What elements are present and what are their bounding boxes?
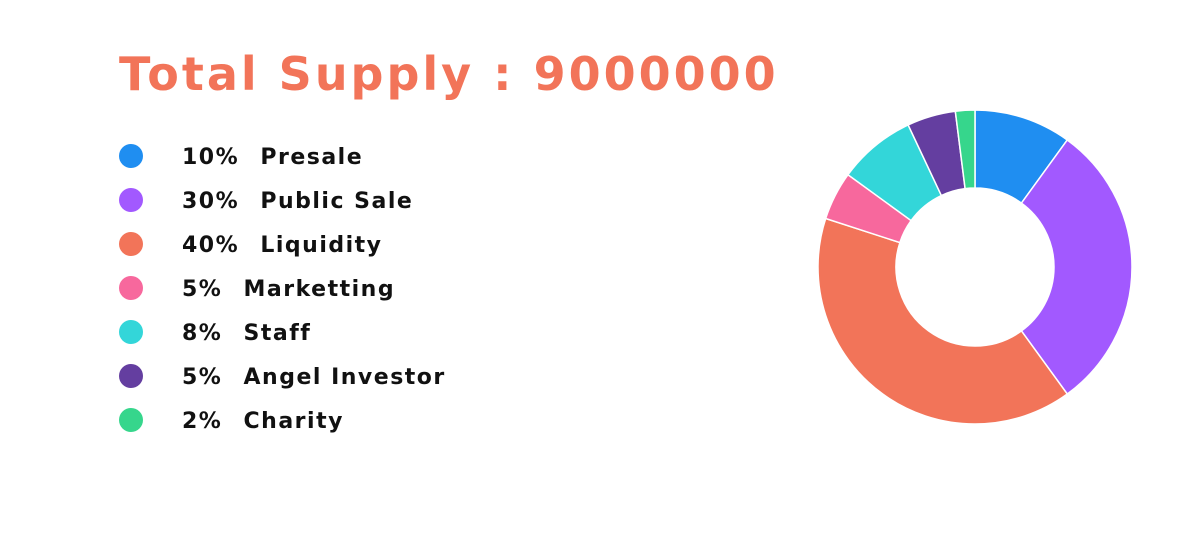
legend-percent-liquidity: 40%: [182, 233, 240, 258]
chart-title: Total Supply : 9000000: [119, 44, 779, 104]
legend-dot-staff: [119, 320, 143, 344]
legend-text-charity: 2% Charity: [182, 408, 344, 436]
legend-label-angel-investor: Angel Investor: [243, 365, 446, 390]
legend-dot-presale: [119, 144, 143, 168]
chart-title-label: Total Supply :: [119, 47, 515, 101]
chart-title-value: 9000000: [533, 47, 779, 101]
legend-dot-marketting: [119, 276, 143, 300]
legend-percent-charity: 2%: [182, 409, 223, 434]
legend-text-presale: 10% Presale: [182, 144, 363, 172]
legend-dot-liquidity: [119, 232, 143, 256]
donut-chart: [817, 109, 1133, 425]
legend-text-liquidity: 40% Liquidity: [182, 232, 383, 260]
legend-text-public-sale: 30% Public Sale: [182, 188, 413, 216]
legend-dot-angel-investor: [119, 364, 143, 388]
legend-label-liquidity: Liquidity: [260, 233, 383, 258]
donut-slice-charity: [954, 109, 976, 190]
legend-label-charity: Charity: [243, 409, 344, 434]
legend-text-angel-investor: 5% Angel Investor: [182, 364, 446, 392]
legend-dot-public-sale: [119, 188, 143, 212]
legend-percent-staff: 8%: [182, 321, 223, 346]
legend-text-staff: 8% Staff: [182, 320, 311, 348]
legend-label-marketting: Marketting: [243, 277, 396, 302]
legend-text-marketting: 5% Marketting: [182, 276, 395, 304]
donut-slice-liquidity: [817, 217, 1069, 425]
legend-dot-charity: [119, 408, 143, 432]
legend-percent-public-sale: 30%: [182, 189, 240, 214]
donut-slice-public-sale: [1020, 138, 1133, 396]
legend-label-presale: Presale: [260, 145, 364, 170]
legend-percent-marketting: 5%: [182, 277, 223, 302]
legend-percent-angel-investor: 5%: [182, 365, 223, 390]
legend-label-public-sale: Public Sale: [260, 189, 414, 214]
legend-label-staff: Staff: [243, 321, 312, 346]
legend-percent-presale: 10%: [182, 145, 240, 170]
